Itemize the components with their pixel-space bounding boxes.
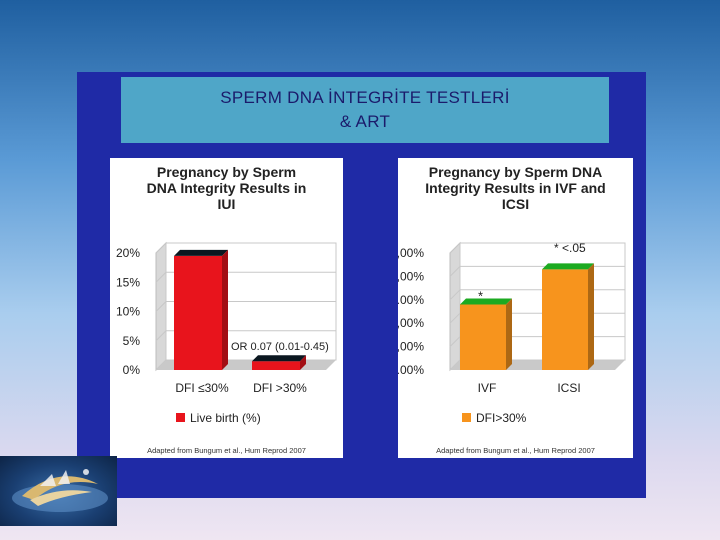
x-category-label: DFI ≤30% — [175, 381, 229, 395]
bar — [174, 255, 222, 370]
legend-swatch — [462, 413, 471, 422]
y-tick-label: 10,00% — [398, 340, 424, 354]
y-tick-label: 20% — [116, 246, 140, 260]
significance-marker: * — [478, 288, 483, 303]
bar — [252, 361, 300, 370]
chart-ivf-icsi-plot: 0.00% 10,00% 20,00% 30.00% 40,00% 50,00% IVF IC… — [398, 241, 626, 425]
gridline-side — [449, 336, 461, 347]
gridline-side — [155, 271, 167, 283]
gridline-side — [449, 312, 461, 324]
y-tick-label: 15% — [116, 275, 140, 289]
bar-side — [506, 298, 512, 370]
gridline-side — [449, 359, 461, 371]
bar — [460, 304, 506, 370]
legend-label: DFI>30% — [476, 411, 527, 425]
x-category-label: ICSI — [557, 381, 580, 395]
slide-title-line2: & ART — [339, 112, 391, 131]
gridline-side — [449, 266, 461, 277]
slide-title: SPERM DNA İNTEGRİTE TESTLERİ & ART — [121, 77, 609, 143]
chart-side-wall — [449, 241, 461, 372]
chart-ivf-icsi: Pregnancy by Sperm DNA Integrity Results… — [398, 158, 633, 458]
gridline-side — [155, 301, 167, 312]
chart-iui: Pregnancy by Sperm DNA Integrity Results… — [110, 158, 343, 458]
gridline-side — [449, 242, 461, 254]
chart-title-line: DNA Integrity Results in — [146, 180, 307, 196]
bar-side — [222, 249, 228, 370]
y-tick-label: 20,00% — [398, 316, 424, 330]
chart-title-line: Pregnancy by Sperm — [156, 164, 297, 180]
gridline-side — [155, 242, 167, 254]
y-tick-label: 10% — [116, 305, 140, 319]
chart-iui-title: Pregnancy by Sperm DNA Integrity Results… — [110, 164, 343, 212]
crescent-ship-logo-icon — [0, 456, 117, 526]
chart-title-line: IUI — [217, 196, 236, 212]
chart-ivf-icsi-footnote: Adapted from Bungum et al., Hum Reprod 2… — [436, 446, 595, 455]
bar-top — [174, 249, 228, 256]
chart-title-line: ICSI — [501, 196, 530, 212]
chart-title-line: Integrity Results in IVF and — [425, 180, 606, 196]
chart-iui-plot: 0% 5% 10% 15% 20% DFI ≤30% DFI >30% OR 0.07 (0.… — [116, 241, 337, 425]
x-category-label: DFI >30% — [253, 381, 307, 395]
legend-swatch — [176, 413, 185, 422]
y-tick-label: 5% — [123, 334, 141, 348]
chart-ivf-icsi-title: Pregnancy by Sperm DNA Integrity Results… — [398, 164, 633, 212]
gridline-side — [449, 289, 461, 301]
bar-top — [542, 263, 594, 270]
bar — [542, 269, 588, 370]
chart-annotation: OR 0.07 (0.01-0.45) — [231, 341, 329, 353]
y-tick-label: 0.00% — [398, 363, 424, 377]
gridline-side — [155, 359, 167, 371]
y-tick-label: 0% — [123, 363, 141, 377]
bar-top — [460, 298, 512, 305]
chart-annotation: * <.05 — [554, 241, 586, 255]
chart-iui-footnote: Adapted from Bungum et al., Hum Reprod 2… — [147, 446, 306, 455]
slide-title-line1: SPERM DNA İNTEGRİTE TESTLERİ — [220, 88, 510, 107]
gridline-side — [155, 330, 167, 342]
x-category-label: IVF — [478, 381, 497, 395]
y-tick-label: 30.00% — [398, 293, 424, 307]
legend-label: Live birth (%) — [190, 411, 261, 425]
bar-top — [252, 355, 306, 362]
bar-side — [588, 263, 594, 370]
y-tick-label: 40,00% — [398, 269, 424, 283]
bar-side — [300, 355, 306, 370]
chart-title-line: Pregnancy by Sperm DNA — [428, 164, 603, 180]
y-tick-label: 50,00% — [398, 246, 424, 260]
